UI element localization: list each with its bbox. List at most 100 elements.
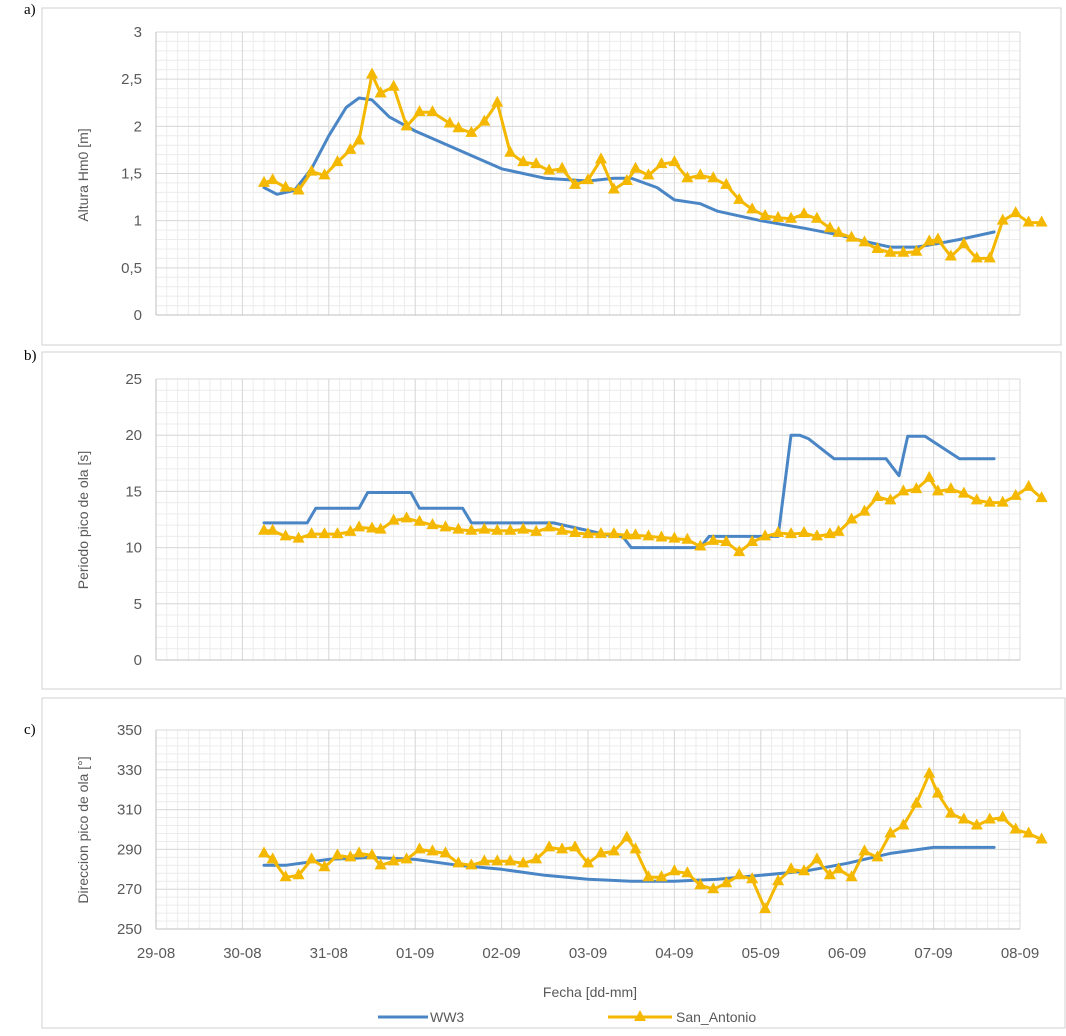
san-antonio-marker [746, 872, 759, 884]
san-antonio-marker [266, 523, 279, 535]
san-antonio-marker [582, 527, 594, 539]
san-antonio-marker [910, 244, 923, 256]
san-antonio-marker [439, 846, 452, 858]
san-antonio-marker [897, 484, 910, 496]
x-tick-label: 07-09 [914, 945, 952, 962]
san-antonio-marker [810, 211, 823, 223]
y-tick-label: 290 [117, 841, 142, 858]
san-antonio-marker [491, 523, 504, 535]
san-antonio-marker [759, 529, 772, 541]
san-antonio-marker [970, 251, 983, 263]
san-antonio-marker [733, 192, 746, 204]
y-tick-label: 270 [117, 881, 142, 898]
san-antonio-marker [1009, 822, 1022, 834]
y-tick-label: 2 [134, 118, 142, 135]
san-antonio-marker [759, 902, 772, 914]
san-antonio-marker [266, 852, 279, 864]
san-antonio-marker [556, 161, 569, 173]
san-antonio-marker [810, 529, 823, 541]
san-antonio-marker [556, 842, 569, 854]
san-antonio-marker [858, 235, 871, 247]
y-tick-label: 20 [125, 427, 142, 444]
san-antonio-marker [707, 533, 720, 545]
san-antonio-marker [798, 207, 810, 219]
san-antonio-marker [983, 251, 996, 263]
san-antonio-marker [884, 493, 897, 505]
san-antonio-marker [331, 848, 344, 860]
san-antonio-marker [318, 168, 331, 180]
y-axis-title-c: Direccion pico de ola [°] [75, 756, 91, 903]
x-tick-label: 08-09 [1001, 945, 1039, 962]
x-tick-label: 04-09 [655, 945, 693, 962]
san-antonio-marker [374, 86, 387, 98]
san-antonio-marker [944, 806, 957, 818]
san-antonio-marker [642, 168, 655, 180]
san-antonio-marker [1022, 215, 1035, 227]
san-antonio-marker [331, 155, 344, 167]
x-tick-label: 06-09 [828, 945, 866, 962]
san-antonio-marker [642, 870, 655, 882]
san-antonio-marker [1035, 832, 1048, 844]
san-antonio-marker [266, 173, 279, 185]
san-antonio-marker [478, 522, 491, 534]
y-tick-label: 15 [125, 483, 142, 500]
ww3-line-a [262, 96, 996, 249]
san-antonio-marker [923, 766, 936, 778]
y-tick-label: 350 [117, 722, 142, 739]
san-antonio-marker [733, 545, 746, 557]
san-antonio-marker [292, 868, 305, 880]
y-tick-label: 2,5 [121, 71, 142, 88]
san-antonio-marker [944, 482, 957, 494]
san-antonio-marker [517, 522, 530, 534]
san-antonio-marker [504, 145, 517, 157]
y-tick-label: 0 [134, 652, 142, 669]
san-antonio-marker [772, 210, 785, 222]
san-antonio-marker [832, 524, 845, 536]
san-antonio-marker [620, 528, 633, 540]
san-antonio-marker [594, 846, 607, 858]
x-axis-title: Fecha [dd-mm] [543, 984, 637, 1000]
san-antonio-marker [1035, 215, 1048, 227]
san-antonio-marker [344, 142, 357, 154]
san-antonio-marker [543, 840, 556, 852]
san-antonio-marker [400, 511, 413, 523]
san-antonio-marker [366, 848, 378, 860]
san-antonio-marker [452, 121, 465, 133]
san-antonio-marker [517, 856, 530, 868]
san-antonio-marker [810, 852, 823, 864]
y-axis-title-b: Periodo pico de ola [s] [75, 451, 91, 590]
san-antonio-marker [823, 221, 836, 233]
san-antonio-marker [387, 513, 400, 525]
san-antonio-marker [1009, 206, 1022, 218]
san-antonio-marker [258, 846, 270, 858]
legend-label-ww3: WW3 [430, 1009, 464, 1025]
san-antonio-marker [543, 163, 556, 175]
san-antonio-marker [443, 116, 456, 128]
san-antonio-marker [1035, 491, 1048, 503]
san-antonio-marker [733, 868, 746, 880]
san-antonio-marker [871, 490, 884, 502]
san-antonio-marker [720, 876, 733, 888]
san-antonio-marker [374, 522, 387, 534]
san-antonio-marker [910, 482, 923, 494]
san-antonio-marker [772, 874, 785, 886]
san-antonio-marker [400, 852, 413, 864]
san-antonio-marker [279, 529, 292, 541]
san-antonio-marker [292, 183, 305, 195]
san-antonio-marker [931, 232, 944, 244]
panel-label-a: a) [24, 2, 36, 18]
san-antonio-marker [426, 844, 439, 856]
chart-frame-c [41, 697, 1066, 1029]
san-antonio-marker [344, 850, 357, 862]
panel-label-c: c) [24, 722, 36, 738]
y-tick-label: 25 [125, 371, 142, 388]
san-antonio-marker [607, 527, 620, 539]
san-antonio-marker [530, 157, 543, 169]
y-tick-label: 5 [134, 596, 142, 613]
san-antonio-marker [478, 854, 491, 866]
san-antonio-marker [413, 842, 426, 854]
san-antonio-marker [331, 527, 344, 539]
san-antonio-marker [478, 114, 491, 126]
y-tick-label: 330 [117, 762, 142, 779]
san-antonio-marker [569, 840, 582, 852]
